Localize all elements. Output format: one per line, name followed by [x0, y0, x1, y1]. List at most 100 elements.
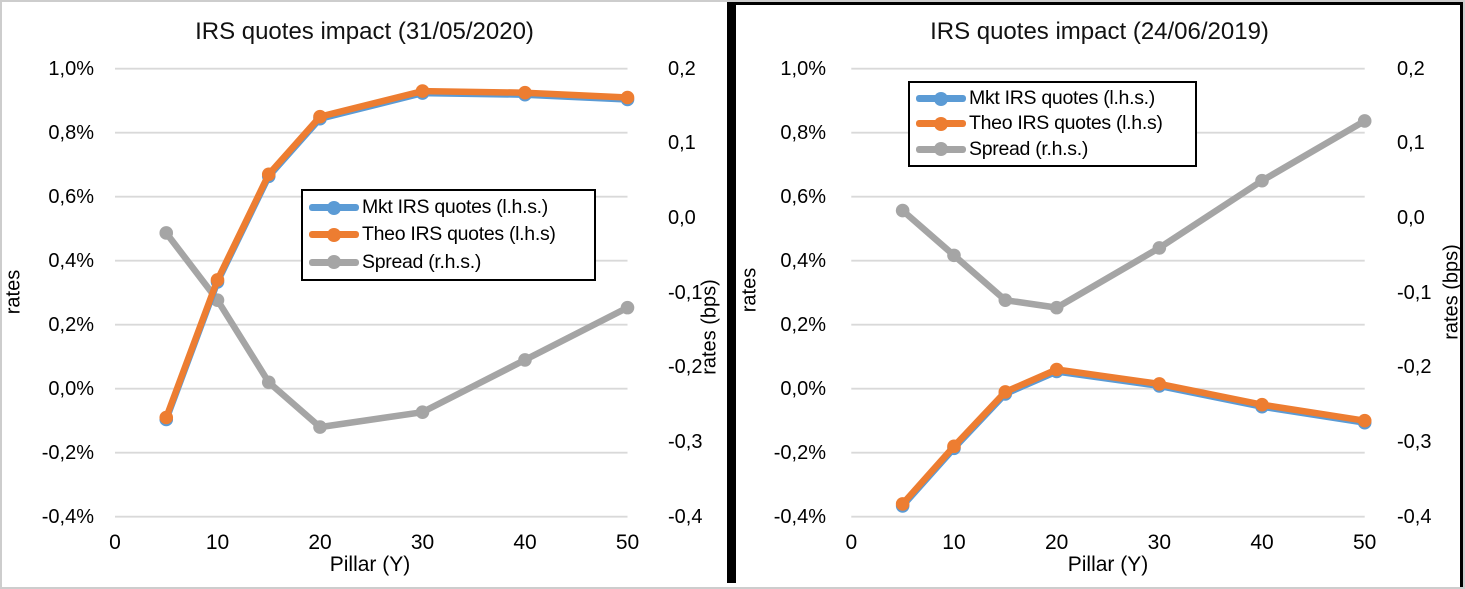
y-left-tick-label: -0,4%	[773, 505, 826, 528]
y-left-tick-label: -0,4%	[41, 505, 94, 528]
x-tick-label: 30	[1147, 531, 1171, 554]
legend-item: Mkt IRS quotes (l.h.s.)	[309, 194, 588, 221]
y-right-tick-label: -0,3	[668, 431, 703, 454]
legend-line-marker-icon	[916, 115, 966, 133]
x-tick-label: 40	[1250, 531, 1274, 554]
y-left-tick-label: 0,0%	[780, 377, 826, 400]
chart-panel-left: IRS quotes impact (31/05/2020) rates rat…	[2, 2, 727, 587]
data-point	[210, 275, 225, 289]
y-left-tick-label: -0,2%	[773, 441, 826, 464]
legend-label: Mkt IRS quotes (l.h.s.)	[362, 196, 548, 219]
data-point	[313, 109, 327, 124]
data-point	[1255, 173, 1269, 188]
data-point	[1255, 397, 1269, 412]
y-left-axis-title: rates	[738, 267, 761, 313]
series-line-mkt	[899, 368, 1368, 510]
data-point	[620, 92, 635, 107]
legend-line-marker-icon	[916, 140, 966, 158]
data-point	[518, 87, 532, 102]
data-point	[159, 412, 174, 427]
legend-line-marker-icon	[309, 199, 359, 217]
data-point	[998, 385, 1013, 399]
y-right-tick-label: -0,3	[1397, 431, 1432, 454]
y-left-tick-label: 0,8%	[48, 121, 94, 144]
y-right-tick-label: -0,1	[668, 281, 703, 304]
legend-item: Spread (r.h.s.)	[916, 137, 1189, 162]
x-tick-label: 10	[205, 531, 230, 554]
y-right-tick-label: -0,4	[1397, 505, 1432, 528]
y-left-tick-label: 0,4%	[780, 249, 826, 272]
y-right-tick-label: -0,1	[1397, 281, 1432, 304]
x-tick-label: 10	[942, 531, 966, 554]
data-point	[415, 86, 430, 100]
y-right-tick-label: -0,4	[668, 505, 703, 528]
plot-area-left	[115, 67, 635, 518]
data-point	[1152, 379, 1167, 393]
data-point	[210, 293, 225, 307]
y-left-tick-label: 0,8%	[780, 121, 826, 144]
data-point	[1049, 300, 1064, 315]
y-right-tick-label: -0,2	[668, 356, 703, 379]
data-point	[415, 405, 430, 419]
x-tick-label: 0	[845, 531, 858, 554]
data-point	[895, 497, 910, 511]
data-point	[620, 300, 635, 315]
legend-label: Mkt IRS quotes (l.h.s.)	[969, 87, 1155, 110]
legend-line-marker-icon	[309, 253, 359, 271]
data-point	[313, 111, 327, 126]
series-line-theo	[899, 366, 1368, 508]
y-left-tick-label: 0,0%	[48, 377, 94, 400]
y-left-tick-label: 1,0%	[48, 57, 94, 80]
data-point	[895, 203, 910, 218]
data-point	[1357, 413, 1372, 428]
legend-left: Mkt IRS quotes (l.h.s.) Theo IRS quotes (…	[301, 189, 596, 281]
x-tick-label: 30	[410, 531, 435, 554]
data-point	[895, 499, 910, 513]
chart-title-left: IRS quotes impact (31/05/2020)	[195, 18, 534, 45]
legend-item: Mkt IRS quotes (l.h.s.)	[916, 86, 1189, 111]
y-left-axis-title: rates	[2, 269, 25, 315]
data-point	[1049, 362, 1064, 377]
y-left-tick-label: 0,2%	[48, 313, 94, 336]
x-tick-label: 40	[513, 531, 537, 554]
data-point	[998, 387, 1013, 401]
data-point	[313, 420, 327, 434]
legend-label: Spread (r.h.s.)	[969, 137, 1089, 160]
data-point	[210, 273, 225, 287]
y-left-tick-label: 0,6%	[780, 185, 826, 208]
legend-label: Theo IRS quotes (l.h.s)	[969, 112, 1163, 135]
legend-right: Mkt IRS quotes (l.h.s.) Theo IRS quotes (…	[908, 81, 1197, 167]
data-point	[261, 167, 276, 182]
y-right-tick-label: 0,1	[1397, 132, 1425, 155]
y-left-tick-label: 0,6%	[48, 185, 94, 208]
x-tick-label: 0	[109, 531, 121, 554]
data-point	[998, 293, 1013, 307]
x-axis-title: Pillar (Y)	[329, 553, 411, 576]
y-right-tick-label: 0,0	[668, 207, 696, 230]
data-point	[159, 410, 174, 425]
legend-label: Spread (r.h.s.)	[362, 250, 482, 273]
y-left-tick-label: -0,2%	[41, 441, 94, 464]
y-right-tick-label: 0,2	[1397, 57, 1425, 80]
y-left-tick-label: 1,0%	[780, 57, 826, 80]
data-point	[415, 84, 430, 98]
data-point	[159, 226, 174, 240]
y-left-tick-label: 0,2%	[780, 313, 826, 336]
x-tick-label: 50	[1353, 531, 1377, 554]
data-point	[947, 441, 961, 456]
data-point	[261, 375, 276, 390]
right-panel-top-border	[736, 2, 1463, 5]
chart-panel-right: IRS quotes impact (24/06/2019) rates rat…	[736, 2, 1463, 587]
legend-item: Theo IRS quotes (l.h.s)	[309, 221, 588, 248]
data-point	[1357, 415, 1372, 430]
data-point	[1049, 364, 1064, 379]
y-right-tick-label: 0,2	[668, 57, 696, 80]
x-axis-title: Pillar (Y)	[1067, 553, 1149, 576]
data-point	[947, 248, 961, 263]
y-right-tick-label: -0,2	[1397, 356, 1432, 379]
legend-item: Spread (r.h.s.)	[309, 249, 588, 276]
x-tick-label: 50	[615, 531, 640, 554]
legend-label: Theo IRS quotes (l.h.s)	[362, 223, 556, 246]
data-point	[1357, 114, 1372, 128]
legend-item: Theo IRS quotes (l.h.s)	[916, 111, 1189, 136]
